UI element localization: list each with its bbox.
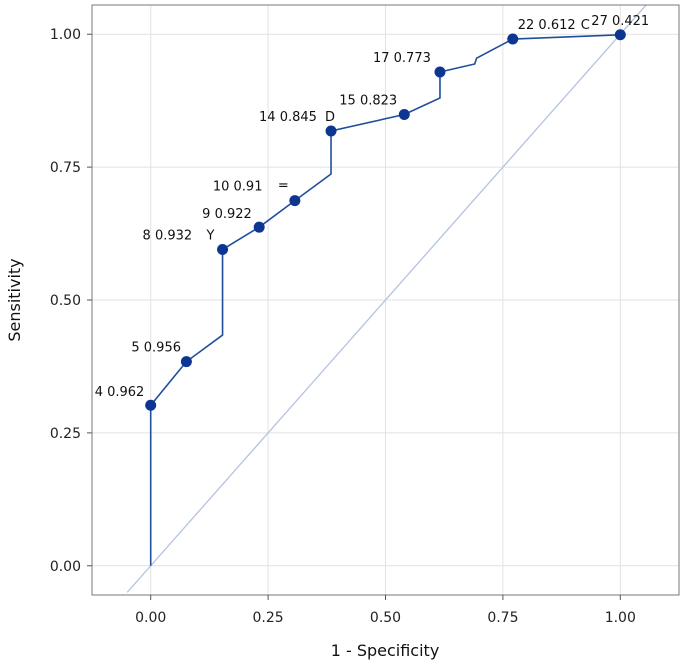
roc-point (398, 108, 410, 120)
x-tick-label: 0.00 (135, 610, 166, 626)
roc-point (325, 125, 337, 137)
y-tick-label: 0.00 (50, 559, 81, 575)
point-label: 5 0.956 (131, 341, 181, 356)
point-label: 8 0.932 (143, 229, 193, 244)
roc-point (217, 244, 229, 256)
point-tag: D (325, 110, 335, 125)
point-tag: = (278, 179, 289, 194)
point-tag: Y (206, 229, 215, 244)
y-tick-label: 0.75 (50, 160, 81, 176)
x-tick-label: 0.50 (370, 610, 401, 626)
reference-diagonal-line (126, 5, 647, 593)
y-tick-label: 0.50 (50, 293, 81, 309)
y-tick-label: 0.25 (50, 426, 81, 442)
point-label: 4 0.962 (95, 385, 145, 400)
roc-point (145, 399, 157, 411)
point-tag: C (581, 18, 590, 33)
y-tick-label: 1.00 (50, 27, 81, 43)
point-label: 14 0.845 (259, 110, 317, 125)
point-label: 10 0.91 (213, 180, 263, 195)
x-tick-label: 0.75 (487, 610, 518, 626)
x-axis-title: 1 - Specificity (331, 641, 440, 660)
point-label: 22 0.612 (518, 18, 576, 33)
roc-point (507, 33, 519, 45)
roc-point (289, 195, 301, 207)
roc-point (253, 221, 265, 233)
x-tick-label: 1.00 (605, 610, 636, 626)
point-label: 27 0.421 (591, 14, 649, 29)
point-label: 17 0.773 (373, 51, 431, 66)
point-label: 9 0.922 (202, 207, 252, 222)
roc-curve-line (149, 33, 621, 566)
roc-point (180, 356, 192, 368)
y-axis-title: Sensitivity (5, 258, 24, 341)
point-label: 15 0.823 (339, 93, 397, 108)
roc-point (434, 66, 446, 78)
roc-point (614, 29, 626, 41)
x-tick-label: 0.25 (253, 610, 284, 626)
